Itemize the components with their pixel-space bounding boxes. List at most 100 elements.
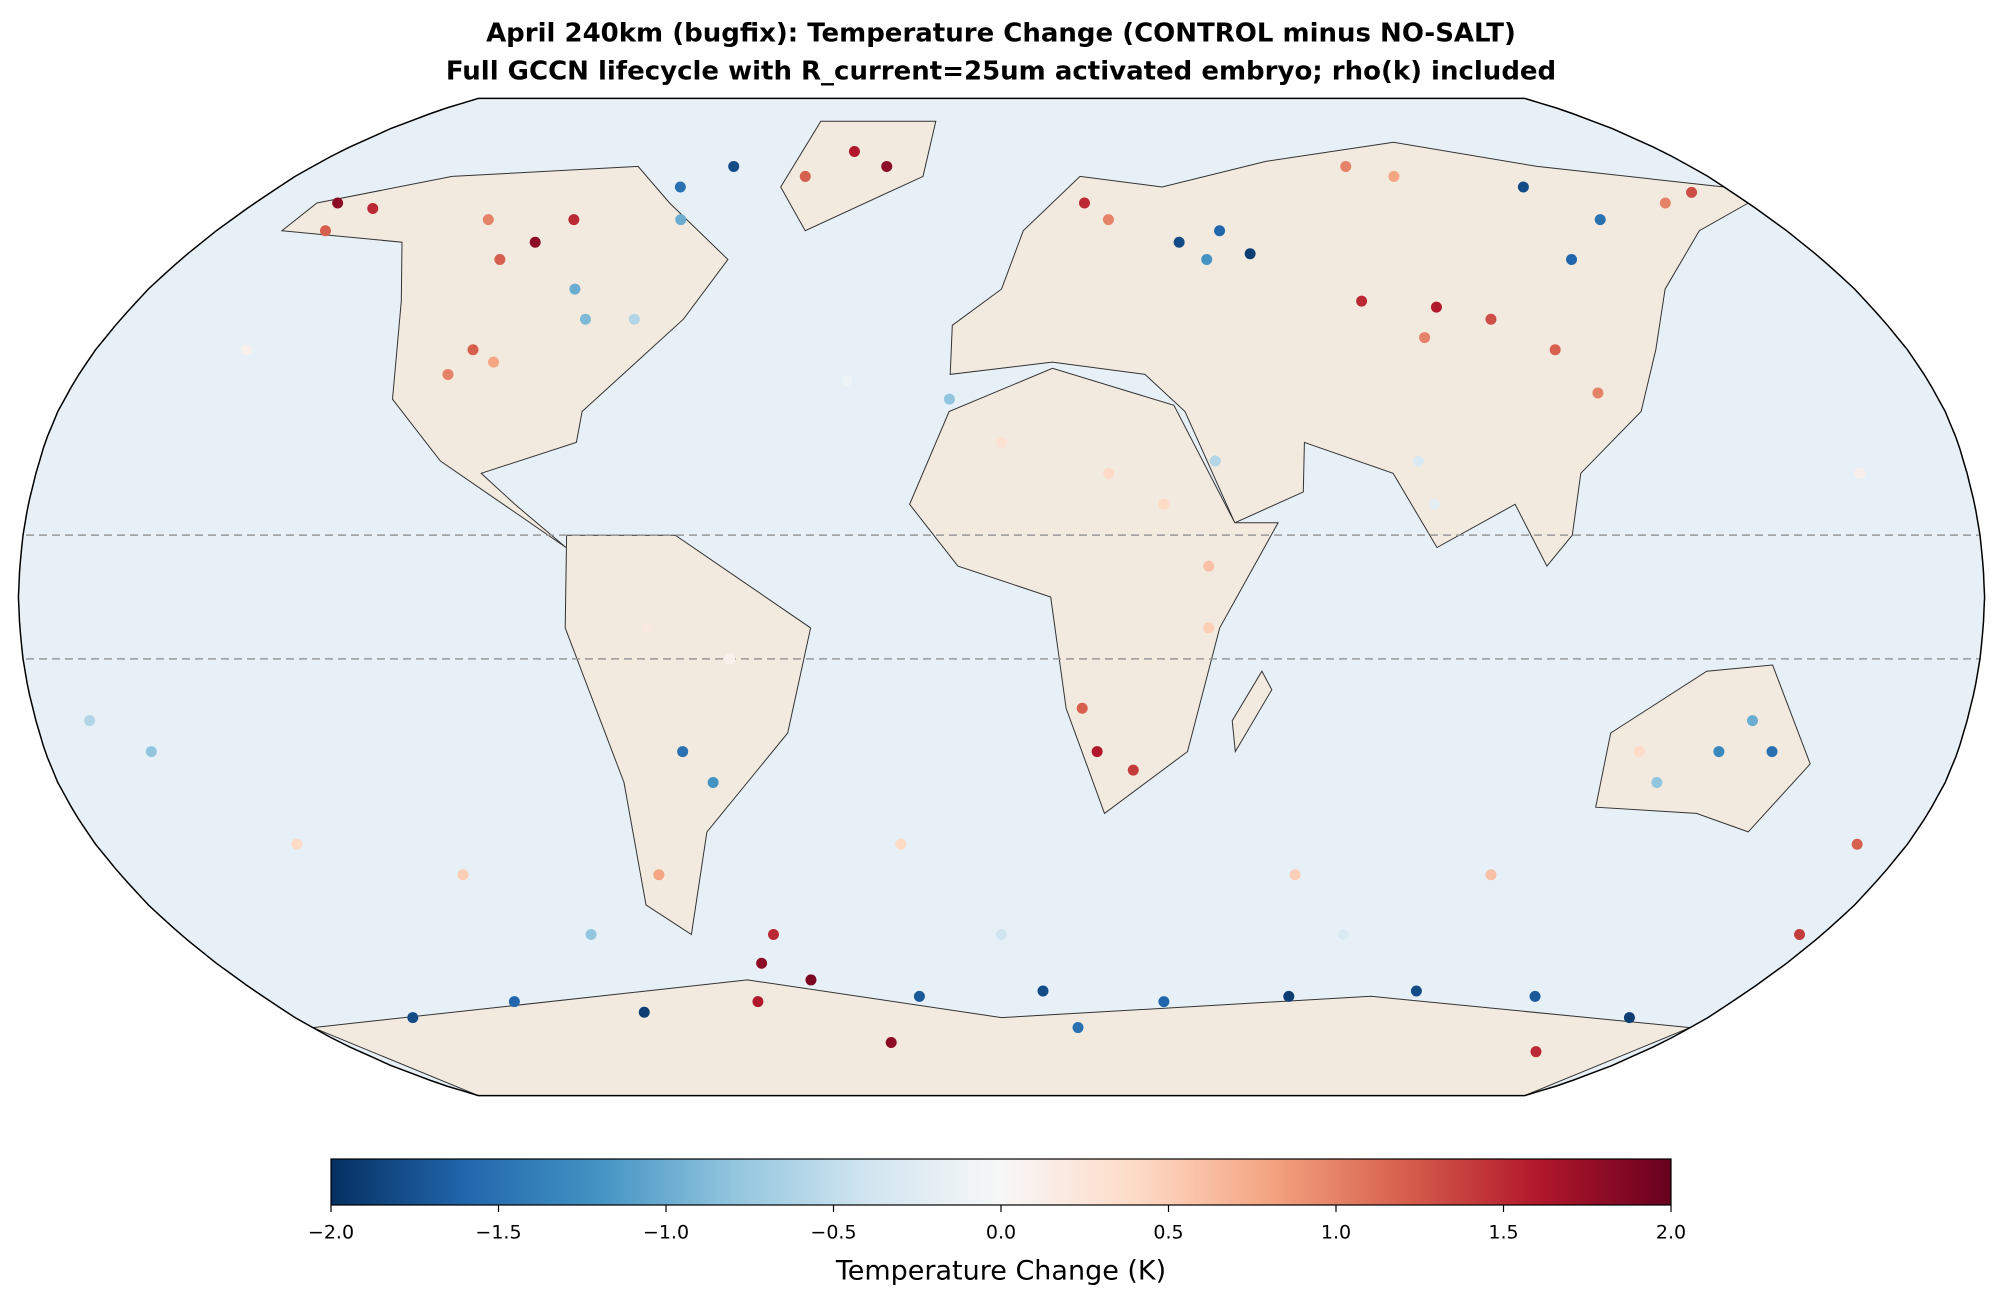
land [909,367,1279,815]
chart-subtitle: Full GCCN lifecycle with R_current=25um … [446,57,1556,87]
data-point [442,368,454,380]
data-point [724,653,736,665]
land [949,141,1750,568]
data-point [1214,225,1226,237]
data-point [841,375,853,387]
data-point [628,313,640,325]
data-point [677,746,689,758]
data-point [1412,455,1424,467]
data-point [407,1012,419,1024]
data-point [508,996,520,1008]
data-point [569,283,581,295]
data-point [943,393,955,405]
data-point [1244,248,1256,260]
colorbar-label: Temperature Change (K) [835,1256,1166,1287]
data-point [1623,1012,1635,1024]
land [312,979,1691,1096]
data-point [996,436,1007,448]
data-point [1203,622,1215,634]
data-point [1592,387,1604,399]
data-point [367,203,379,215]
data-point [332,197,344,209]
data-point [1651,776,1663,788]
data-point [1078,197,1090,209]
map-outline [17,97,1986,1097]
data-point [1549,344,1561,356]
data-point [1854,467,1866,479]
data-point [799,170,811,182]
data-point [1203,560,1215,572]
data-point [1485,313,1497,325]
data-point [674,181,686,193]
data-point [913,990,925,1002]
data-point [1746,715,1758,727]
data-point [881,160,893,172]
data-point [1356,295,1368,307]
data-point [641,622,653,634]
data-point [767,928,779,940]
data-point [1794,928,1806,940]
land [1595,664,1811,833]
data-point [1530,1046,1542,1058]
data-point [1428,498,1440,510]
data-point [241,344,253,356]
data-point [1158,996,1170,1008]
data-point [1419,332,1431,344]
data-point [996,928,1007,940]
data-point [1566,254,1578,266]
map [18,98,1985,1096]
data-point [1633,746,1645,758]
colorbar-tick-label: 1.5 [1488,1222,1518,1244]
data-point [1338,928,1350,940]
data-point [1283,990,1295,1002]
data-point [291,838,303,850]
colorbar [330,1158,1672,1206]
colorbar-tick-label: −1.0 [643,1222,689,1244]
data-point [1659,197,1671,209]
data-point [1388,170,1400,182]
data-point [568,214,580,226]
data-point [707,776,719,788]
data-point [728,160,740,172]
colorbar-tick-label: −2.0 [308,1222,354,1244]
data-point [457,869,469,881]
data-point [885,1037,897,1049]
data-point [488,356,500,368]
data-point [756,957,768,969]
data-point [319,225,331,237]
colorbar-tick-label: 0.0 [986,1222,1016,1244]
data-point [1127,764,1139,776]
data-point [805,974,817,986]
data-point [638,1006,650,1018]
land [564,534,812,936]
colorbar-tick-label: 0.5 [1153,1222,1183,1244]
data-point [1076,702,1088,714]
data-point [1209,455,1221,467]
data-point [1851,838,1863,850]
data-point [675,214,687,226]
data-point [848,145,860,157]
data-point [1340,160,1352,172]
data-point [1072,1022,1084,1034]
data-point [1410,985,1422,997]
data-point [1289,869,1301,881]
data-point [1037,985,1049,997]
data-point [1201,254,1213,266]
data-point [1430,301,1442,313]
data-point [1529,990,1541,1002]
land [780,120,937,232]
data-point [653,869,665,881]
data-point [84,715,96,727]
data-point [1686,186,1698,198]
data-point [145,746,157,758]
land [1231,670,1273,754]
data-point [1158,498,1170,510]
data-point [1173,236,1185,248]
colorbar-tick-label: 2.0 [1656,1222,1686,1244]
land [280,165,729,548]
data-point [1517,181,1529,193]
data-point [895,838,907,850]
data-point [1091,746,1103,758]
data-point [1766,746,1778,758]
